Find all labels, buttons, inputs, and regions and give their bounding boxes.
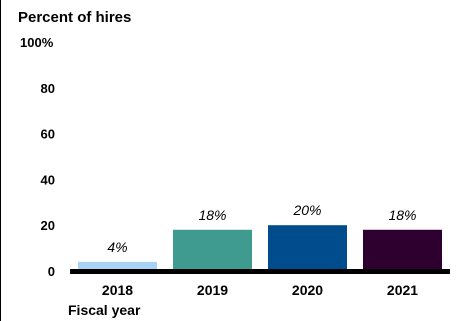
- y-axis-ticks: 0 20 40 60 80 100%: [20, 35, 55, 279]
- category-label-2021: 2021: [387, 282, 418, 298]
- y-axis-label: Percent of hires: [18, 9, 131, 26]
- x-axis-label: Fiscal year: [68, 302, 141, 318]
- y-tick-label: 20: [41, 218, 55, 233]
- category-labels: 2018 2019 2020 2021: [102, 282, 418, 298]
- data-label-2020: 20%: [292, 202, 321, 218]
- data-label-2018: 4%: [107, 239, 127, 255]
- bar-2019: [173, 229, 252, 271]
- y-tick-label: 40: [41, 172, 55, 187]
- bar-2021: [363, 229, 442, 271]
- bars: [78, 225, 442, 271]
- bar-2018: [78, 261, 157, 271]
- category-label-2019: 2019: [197, 282, 228, 298]
- data-label-2019: 18%: [198, 207, 226, 223]
- y-tick-label: 0: [48, 264, 55, 279]
- y-tick-label: 60: [41, 127, 55, 142]
- x-axis-baseline: [70, 269, 450, 274]
- y-tick-label: 100%: [20, 35, 54, 50]
- bar-2020: [268, 225, 347, 271]
- y-tick-label: 80: [41, 81, 55, 96]
- data-label-2021: 18%: [388, 207, 416, 223]
- data-labels: 4% 18% 20% 18%: [107, 202, 416, 255]
- category-label-2018: 2018: [102, 282, 133, 298]
- category-label-2020: 2020: [292, 282, 323, 298]
